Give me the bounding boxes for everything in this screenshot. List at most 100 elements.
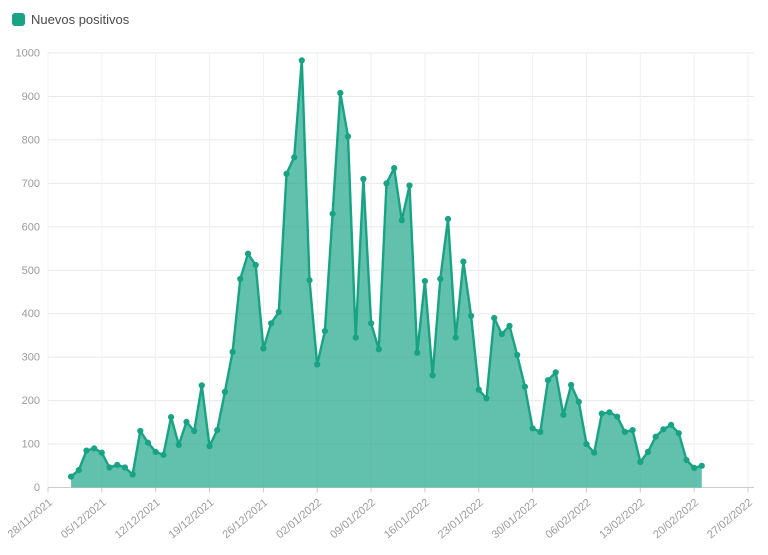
data-point[interactable]: [337, 89, 344, 97]
data-point[interactable]: [391, 165, 398, 172]
data-point[interactable]: [368, 320, 375, 327]
data-point[interactable]: [206, 443, 213, 450]
data-point[interactable]: [691, 464, 698, 471]
data-point[interactable]: [660, 426, 667, 433]
data-point[interactable]: [344, 133, 352, 140]
data-point[interactable]: [421, 278, 428, 285]
data-point[interactable]: [537, 428, 544, 435]
data-point[interactable]: [75, 467, 82, 474]
data-point[interactable]: [183, 418, 190, 425]
data-point[interactable]: [652, 433, 659, 440]
data-point[interactable]: [121, 464, 128, 471]
data-point[interactable]: [637, 458, 644, 465]
data-point[interactable]: [383, 180, 390, 187]
data-point[interactable]: [591, 449, 598, 456]
data-point[interactable]: [91, 445, 98, 452]
x-tick-label: 09/01/2022: [328, 497, 378, 542]
data-point[interactable]: [629, 427, 636, 434]
data-point[interactable]: [568, 381, 575, 389]
y-tick-label: 300: [22, 352, 40, 364]
x-tick-label: 19/12/2021: [167, 497, 217, 542]
y-tick-label: 500: [22, 265, 40, 277]
data-point[interactable]: [552, 369, 559, 376]
data-point[interactable]: [160, 451, 167, 458]
data-point[interactable]: [444, 215, 452, 223]
data-point[interactable]: [498, 331, 505, 338]
data-point[interactable]: [668, 421, 675, 428]
data-point[interactable]: [360, 175, 367, 183]
data-point[interactable]: [106, 464, 113, 471]
data-point[interactable]: [144, 439, 152, 446]
data-point[interactable]: [614, 413, 621, 420]
x-tick-label: 12/12/2021: [113, 497, 163, 542]
data-point[interactable]: [529, 425, 536, 432]
data-point[interactable]: [83, 447, 90, 454]
x-tick-label: 30/01/2022: [490, 497, 540, 542]
data-point[interactable]: [275, 308, 282, 316]
data-point[interactable]: [675, 430, 682, 437]
data-point[interactable]: [398, 217, 405, 224]
data-point[interactable]: [352, 334, 359, 341]
data-point[interactable]: [114, 461, 121, 468]
data-point[interactable]: [491, 314, 498, 322]
data-point[interactable]: [621, 428, 629, 435]
data-point[interactable]: [406, 182, 413, 189]
legend-item-nuevos-positivos[interactable]: Nuevos positivos: [12, 12, 129, 27]
data-point[interactable]: [514, 351, 521, 359]
data-point[interactable]: [475, 386, 482, 393]
area-fill: [71, 60, 702, 488]
data-point[interactable]: [468, 312, 475, 319]
data-point[interactable]: [452, 334, 459, 341]
data-point[interactable]: [314, 361, 321, 368]
data-point[interactable]: [460, 258, 467, 265]
data-point[interactable]: [237, 275, 244, 282]
x-tick-label: 06/02/2022: [543, 497, 593, 542]
data-point[interactable]: [583, 441, 590, 448]
data-point[interactable]: [260, 345, 267, 352]
data-point[interactable]: [252, 261, 259, 269]
data-point[interactable]: [229, 348, 236, 355]
data-point[interactable]: [375, 346, 382, 353]
data-point[interactable]: [414, 349, 421, 356]
y-tick-label: 200: [22, 395, 40, 407]
data-point[interactable]: [429, 372, 436, 379]
x-tick-label: 02/01/2022: [274, 497, 324, 542]
data-point[interactable]: [268, 320, 275, 327]
data-point[interactable]: [560, 411, 567, 418]
data-point[interactable]: [244, 250, 252, 257]
data-point[interactable]: [321, 328, 328, 335]
y-tick-label: 700: [22, 178, 40, 190]
data-point[interactable]: [98, 449, 105, 456]
series-area: [71, 60, 702, 488]
data-point[interactable]: [198, 382, 205, 389]
data-point[interactable]: [306, 277, 313, 284]
x-tick-label: 23/01/2022: [436, 497, 486, 542]
data-point[interactable]: [606, 409, 613, 416]
data-point[interactable]: [544, 377, 552, 384]
data-point[interactable]: [291, 154, 298, 161]
data-point[interactable]: [521, 383, 529, 390]
data-points: [68, 57, 705, 480]
data-point[interactable]: [575, 398, 582, 405]
data-point[interactable]: [283, 170, 290, 177]
data-point[interactable]: [129, 471, 136, 478]
data-point[interactable]: [644, 448, 652, 455]
data-point[interactable]: [137, 427, 144, 435]
data-point[interactable]: [214, 427, 221, 434]
data-point[interactable]: [598, 410, 605, 417]
data-point[interactable]: [298, 57, 305, 64]
data-point[interactable]: [683, 457, 690, 464]
data-point[interactable]: [506, 322, 513, 329]
data-point[interactable]: [483, 395, 490, 402]
x-gridlines: [47, 53, 749, 488]
data-point[interactable]: [437, 275, 444, 282]
data-point[interactable]: [152, 448, 159, 455]
data-point[interactable]: [698, 462, 705, 469]
data-point[interactable]: [68, 473, 75, 480]
data-point[interactable]: [168, 414, 175, 421]
data-point[interactable]: [329, 210, 336, 217]
data-point[interactable]: [191, 427, 198, 435]
data-point[interactable]: [221, 388, 228, 395]
data-point[interactable]: [175, 441, 182, 448]
